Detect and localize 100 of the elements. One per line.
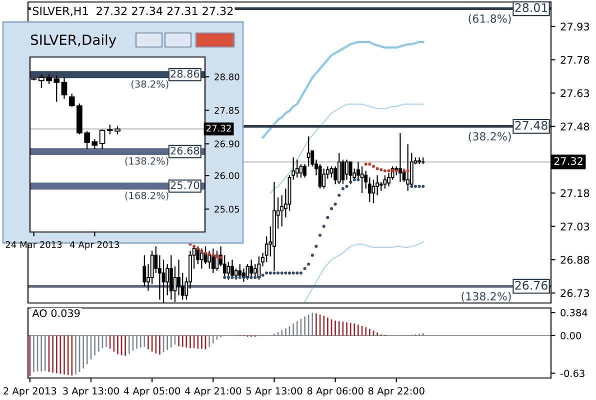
candlestick [334, 166, 338, 185]
point [391, 169, 394, 172]
point [208, 252, 211, 256]
point [257, 276, 261, 280]
candlestick [196, 246, 200, 265]
y-tick-label: 0.00 [560, 332, 582, 340]
candlestick [341, 159, 345, 185]
point [272, 271, 276, 275]
point [246, 276, 250, 280]
point [223, 276, 226, 280]
point [345, 184, 348, 188]
y-tick-label: 27.93 [560, 22, 590, 31]
point [352, 178, 356, 182]
point [230, 276, 234, 280]
point [310, 254, 314, 257]
point [299, 271, 303, 275]
candlestick [330, 166, 334, 178]
x-tick-label: 4 Apr 2013 [70, 241, 119, 250]
point [265, 271, 268, 275]
point [318, 234, 322, 237]
point [204, 251, 208, 255]
candlestick [169, 254, 173, 300]
ref-line-label: 28.86 [170, 70, 200, 78]
candlestick [250, 259, 254, 278]
x-tick-label: 3 Apr 13:00 [63, 387, 119, 396]
x-tick-label: 24 Mar 2013 [6, 241, 62, 248]
y-tick-label: 25.05 [214, 206, 240, 213]
y-tick-label: 26.00 [214, 172, 240, 180]
candlestick [345, 159, 348, 180]
y-tick-label: 27.78 [560, 56, 590, 64]
y-tick-label: 27.48 [560, 122, 590, 131]
y-tick-label: 26.88 [560, 256, 590, 264]
point [338, 194, 341, 197]
point [254, 276, 257, 280]
point [261, 274, 264, 277]
point [307, 262, 310, 266]
chart-title: SILVER,Daily [30, 34, 116, 48]
annotation: (138.2%) [462, 292, 511, 302]
point [303, 267, 306, 270]
point [334, 202, 337, 206]
candlestick [383, 174, 387, 190]
candlestick [200, 248, 204, 270]
point [200, 249, 204, 252]
candlestick [299, 164, 303, 178]
candlestick [322, 168, 326, 190]
y-tick-label: 28.80 [214, 73, 240, 80]
point [410, 184, 414, 188]
x-tick-label: 5 Apr 13:00 [246, 387, 302, 396]
ref-line-label: 25.70 [170, 181, 200, 190]
candlestick [295, 159, 299, 178]
line-series [262, 40, 424, 139]
point [314, 244, 318, 248]
point [288, 271, 292, 275]
y-tick-label: -0.63 [560, 370, 584, 378]
point [364, 162, 368, 166]
candlestick [211, 248, 215, 274]
point [356, 178, 360, 182]
x-tick-label: 2 Apr 2013 [4, 387, 56, 396]
annotation: (61.8%) [468, 14, 511, 24]
point [372, 164, 376, 168]
point [234, 276, 238, 280]
point [422, 184, 425, 188]
x-tick-label: 8 Apr 22:00 [368, 387, 424, 396]
y-tick-label: 26.73 [560, 289, 590, 298]
point [280, 271, 284, 275]
x-tick-label: 4 Apr 05:00 [124, 387, 180, 396]
candlestick [61, 76, 68, 100]
y-tick-label: 27.18 [560, 189, 590, 198]
point [326, 216, 330, 220]
point [192, 244, 196, 248]
point [242, 276, 246, 280]
point [387, 169, 390, 172]
ref-line-label: 26.68 [170, 146, 200, 155]
point [238, 276, 242, 280]
candlestick [337, 152, 341, 185]
candlestick [142, 254, 146, 287]
x-tick-label: 8 Apr 06:00 [307, 387, 364, 396]
point [219, 256, 222, 260]
x-tick-label: 4 Apr 21:00 [185, 387, 242, 396]
ref-line-label: 27.32 [206, 124, 231, 132]
point [292, 271, 295, 275]
point [250, 276, 253, 280]
point [380, 168, 383, 172]
point [406, 169, 410, 172]
point [215, 254, 219, 258]
ref-line-label: 27.48 [515, 120, 548, 130]
point [418, 184, 421, 188]
candlestick [348, 161, 352, 185]
line-series [270, 104, 424, 194]
point [341, 187, 344, 190]
point [284, 271, 288, 275]
point [296, 271, 299, 275]
candlestick [177, 259, 180, 296]
candlestick [208, 250, 212, 270]
candlestick [92, 138, 98, 150]
point [368, 162, 372, 166]
annotation: (38.2%) [131, 80, 168, 89]
point [268, 271, 272, 275]
point [414, 184, 418, 188]
candlestick [418, 156, 421, 165]
